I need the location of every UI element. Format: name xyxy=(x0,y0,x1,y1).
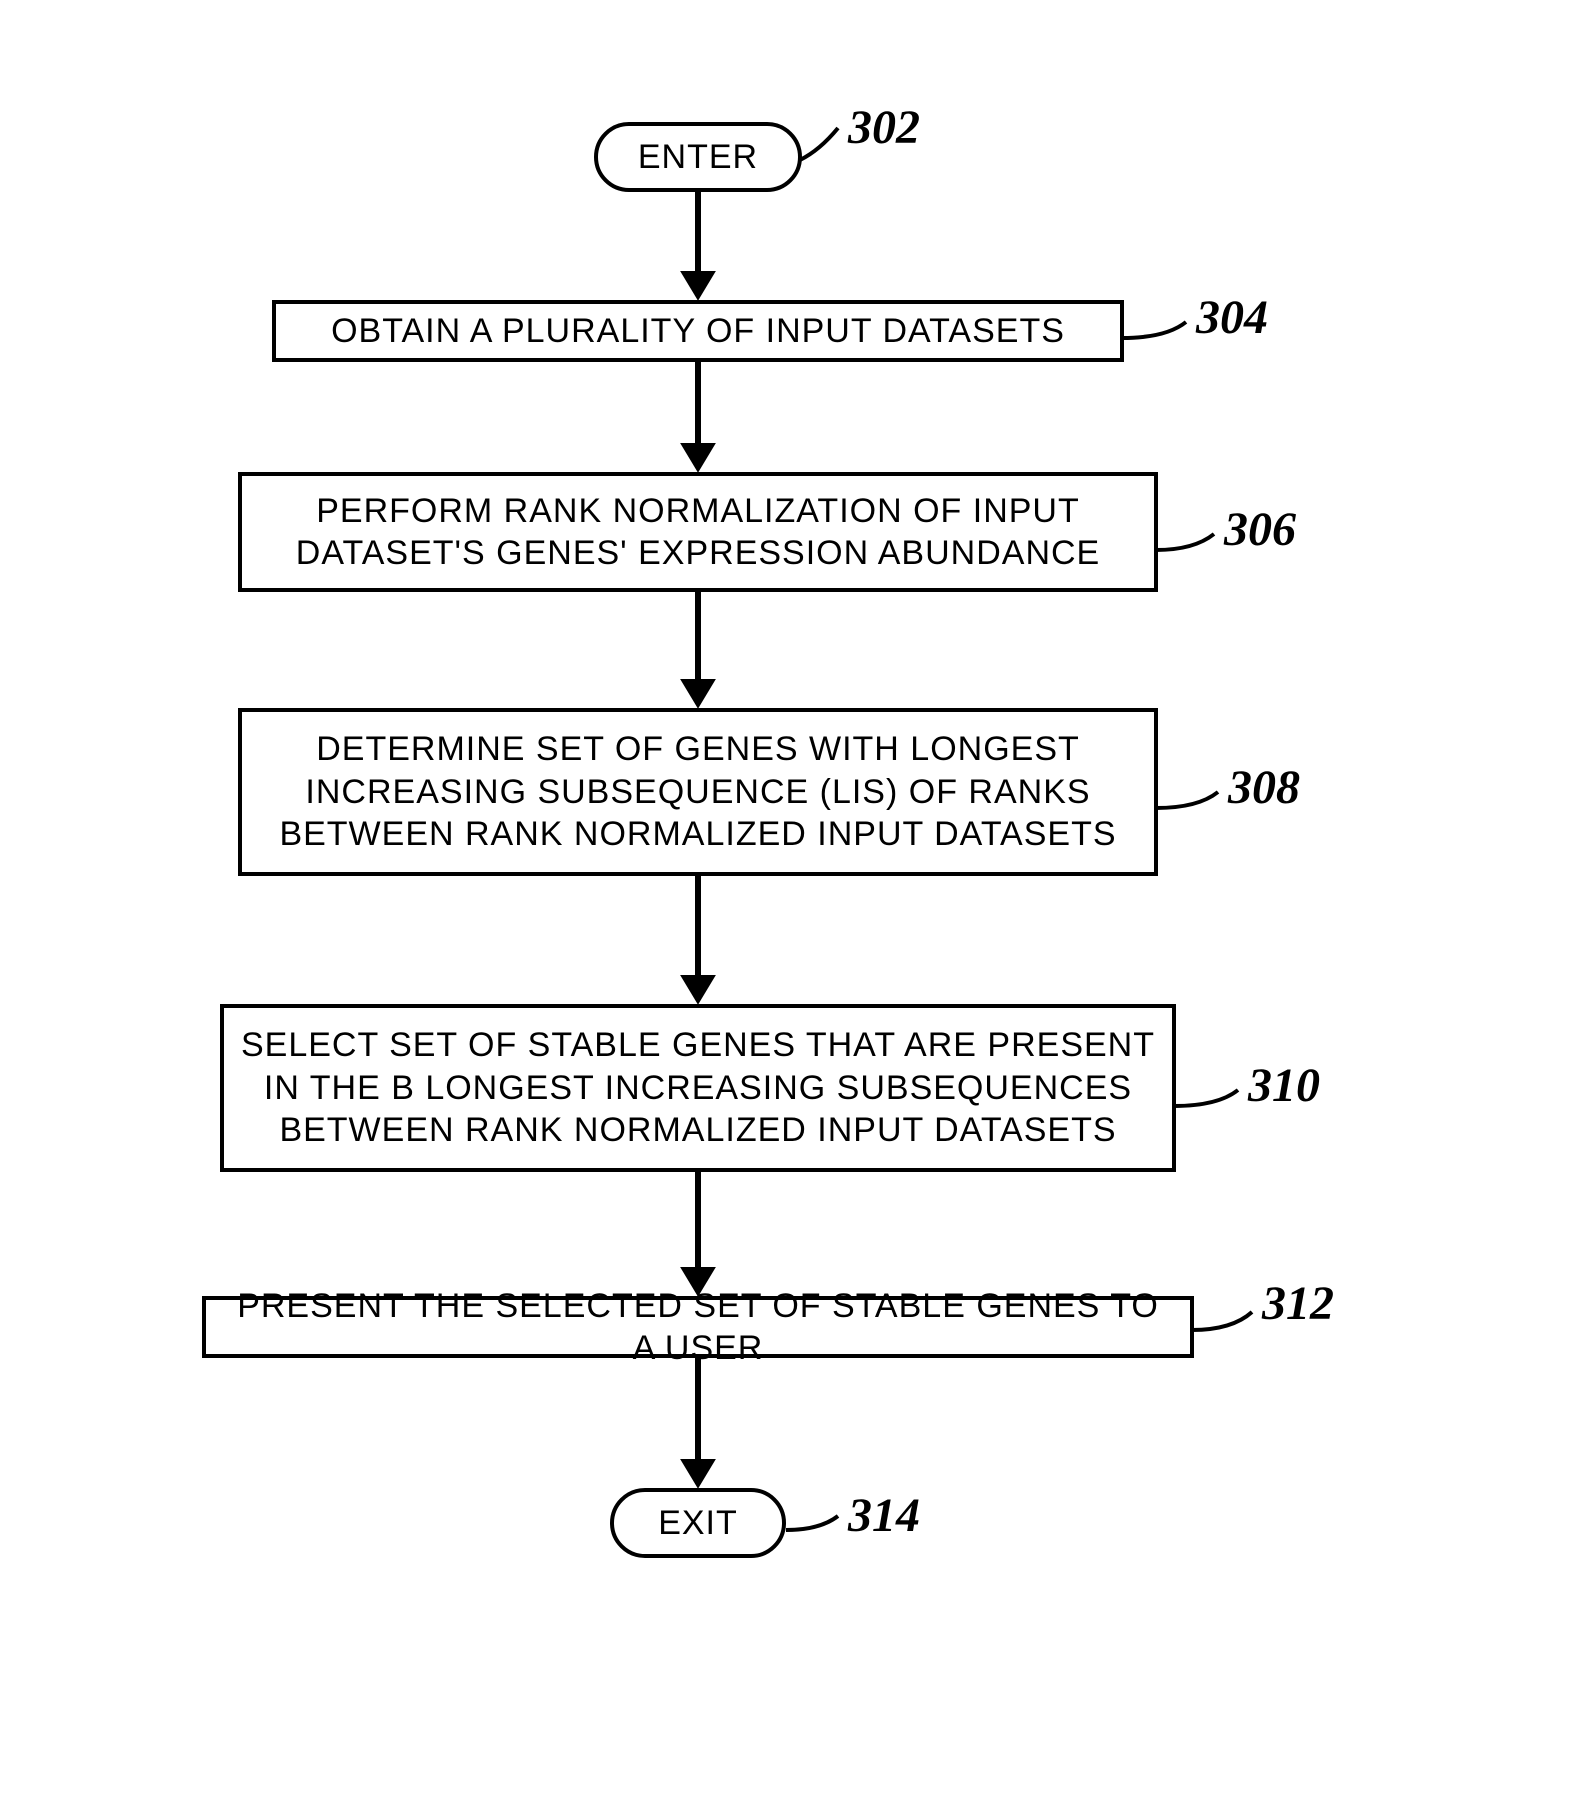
process-step-306-label: PERFORM RANK NORMALIZATION OF INPUT DATA… xyxy=(258,490,1138,575)
ref-label-302: 302 xyxy=(848,100,920,155)
leader-line xyxy=(1156,792,1218,808)
process-step-310-label: SELECT SET OF STABLE GENES THAT ARE PRES… xyxy=(240,1024,1156,1152)
ref-label-310: 310 xyxy=(1248,1058,1320,1113)
leader-line xyxy=(1156,534,1214,550)
flowchart-canvas: ENTER OBTAIN A PLURALITY OF INPUT DATASE… xyxy=(0,0,1596,1816)
process-step-304: OBTAIN A PLURALITY OF INPUT DATASETS xyxy=(272,300,1124,362)
process-step-304-label: OBTAIN A PLURALITY OF INPUT DATASETS xyxy=(331,310,1065,353)
process-step-312-label: PRESENT THE SELECTED SET OF STABLE GENES… xyxy=(222,1285,1174,1370)
terminal-exit-label: EXIT xyxy=(658,1504,738,1543)
terminal-exit: EXIT xyxy=(610,1488,786,1558)
process-step-306: PERFORM RANK NORMALIZATION OF INPUT DATA… xyxy=(238,472,1158,592)
process-step-310: SELECT SET OF STABLE GENES THAT ARE PRES… xyxy=(220,1004,1176,1172)
process-step-308: DETERMINE SET OF GENES WITH LONGEST INCR… xyxy=(238,708,1158,876)
ref-label-308: 308 xyxy=(1228,760,1300,815)
process-step-308-label: DETERMINE SET OF GENES WITH LONGEST INCR… xyxy=(258,728,1138,856)
leader-line xyxy=(800,128,838,160)
ref-label-304: 304 xyxy=(1196,290,1268,345)
ref-label-306: 306 xyxy=(1224,502,1296,557)
terminal-enter-label: ENTER xyxy=(638,138,758,177)
arrows-overlay xyxy=(0,0,1596,1816)
terminal-enter: ENTER xyxy=(594,122,802,192)
leader-line xyxy=(1122,322,1186,338)
ref-label-312: 312 xyxy=(1262,1276,1334,1331)
ref-label-314: 314 xyxy=(848,1488,920,1543)
leader-line xyxy=(786,1516,838,1530)
leader-line xyxy=(1174,1090,1238,1106)
leader-line xyxy=(1192,1312,1252,1330)
process-step-312: PRESENT THE SELECTED SET OF STABLE GENES… xyxy=(202,1296,1194,1358)
